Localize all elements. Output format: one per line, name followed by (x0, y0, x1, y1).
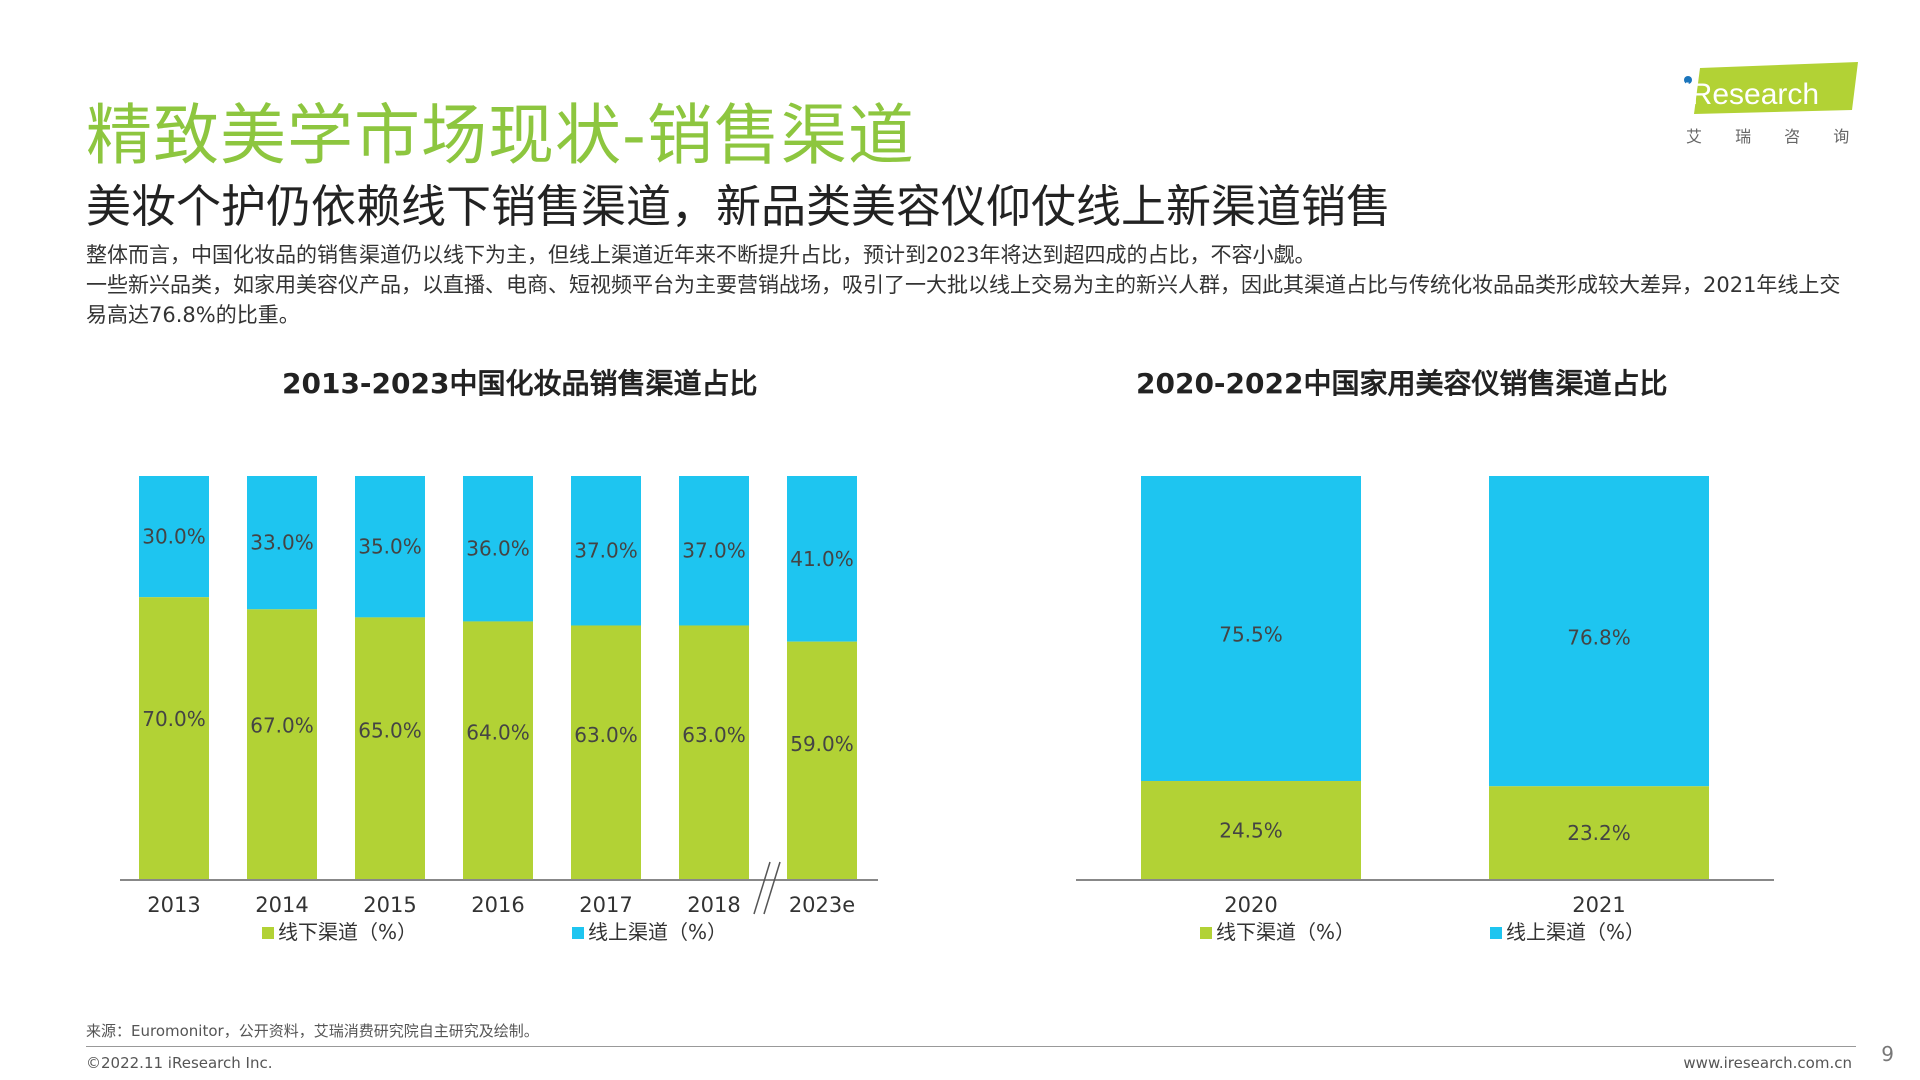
description-line-1: 整体而言，中国化妆品的销售渠道仍以线下为主，但线上渠道近年来不断提升占比，预计到… (86, 243, 1316, 267)
chart1-label-online-2018: 37.0% (682, 539, 746, 563)
chart1-legend-swatch-offline (262, 927, 274, 939)
chart1-tick-2023e: 2023e (789, 893, 855, 917)
logo-text: iResearch (1684, 78, 1819, 111)
chart1-legend-swatch-online (572, 927, 584, 939)
chart1-bar-online-2013 (139, 476, 209, 598)
page-subtitle: 美妆个护仍依赖线下销售渠道，新品类美容仪仰仗线上新渠道销售 (86, 180, 1392, 233)
page-title: 精致美学市场现状-销售渠道 (86, 97, 915, 174)
chart1-bar-offline-2016 (463, 621, 533, 880)
chart1-label-online-2016: 36.0% (466, 537, 530, 561)
chart1-bar-offline-2014 (247, 609, 317, 880)
chart1-label-online-2015: 35.0% (358, 535, 422, 559)
iresearch-logo: iResearch 艾 瑞 咨 询 (1684, 62, 1860, 146)
chart1-bar-online-2017 (571, 476, 641, 626)
chart2-legend-online: 线上渠道（%） (1506, 920, 1645, 944)
description: 整体而言，中国化妆品的销售渠道仍以线下为主，但线上渠道近年来不断提升占比，预计到… (86, 240, 1856, 330)
chart1-title: 2013-2023中国化妆品销售渠道占比 (282, 367, 758, 400)
chart2-legend-offline: 线下渠道（%） (1216, 920, 1355, 944)
chart1-label-offline-2014: 67.0% (250, 714, 314, 738)
chart1-label-online-2013: 30.0% (142, 525, 206, 549)
chart1-tick-2018: 2018 (687, 893, 740, 917)
page-number: 9 (1881, 1042, 1894, 1066)
chart1-bar-offline-2023e (787, 641, 857, 880)
chart1-legend-online: 线上渠道（%） (588, 920, 727, 944)
chart1-bar-online-2016 (463, 476, 533, 622)
chart1-tick-2016: 2016 (471, 893, 524, 917)
chart1-bar-online-2015 (355, 476, 425, 618)
chart1-tick-2015: 2015 (363, 893, 416, 917)
chart1-bar-offline-2017 (571, 625, 641, 880)
chart1-label-offline-2017: 63.0% (574, 723, 638, 747)
chart1-label-online-2017: 37.0% (574, 539, 638, 563)
chart2-legend-swatch-online (1490, 927, 1502, 939)
chart2-label-offline-2020: 24.5% (1219, 819, 1283, 843)
charts-canvas: 30.0% 70.0% 2013 33.0% 67.0% 2014 35.0% 65.0% 20… (120, 476, 1774, 944)
chart1-label-offline-2016: 64.0% (466, 721, 530, 745)
chart2-label-offline-2021: 23.2% (1567, 821, 1631, 845)
chart2-bar-offline-2021 (1489, 786, 1709, 880)
chart1-label-offline-2023e: 59.0% (790, 732, 854, 756)
logo-cn: 艾 瑞 咨 询 (1686, 127, 1860, 146)
source-note: 来源：Euromonitor，公开资料，艾瑞消费研究院自主研究及绘制。 (86, 1022, 539, 1040)
chart2-tick-2021: 2021 (1572, 893, 1625, 917)
chart2-label-online-2021: 76.8% (1567, 625, 1631, 649)
footer-divider (86, 1046, 1856, 1047)
chart1-axis-break-1 (753, 861, 771, 915)
chart1-bar-online-2014 (247, 476, 317, 610)
chart1-axis-break-2 (763, 861, 781, 915)
copyright: ©2022.11 iResearch Inc. (86, 1054, 273, 1072)
chart2-label-online-2020: 75.5% (1219, 623, 1283, 647)
chart1-label-online-2023e: 41.0% (790, 547, 854, 571)
chart1-legend-offline: 线下渠道（%） (278, 920, 417, 944)
chart1-label-offline-2018: 63.0% (682, 723, 746, 747)
chart2-tick-2020: 2020 (1224, 893, 1277, 917)
chart1-label-offline-2015: 65.0% (358, 718, 422, 742)
chart1-label-offline-2013: 70.0% (142, 707, 206, 731)
chart1-bar-online-2018 (679, 476, 749, 626)
chart2-bar-offline-2020 (1141, 781, 1361, 880)
chart1-bar-online-2023e (787, 476, 857, 642)
chart1-label-online-2014: 33.0% (250, 531, 314, 555)
website: www.iresearch.com.cn (1683, 1054, 1852, 1072)
chart2-bar-online-2020 (1141, 476, 1361, 782)
chart1-tick-2017: 2017 (579, 893, 632, 917)
chart1-bar-offline-2015 (355, 617, 425, 880)
chart1-tick-2013: 2013 (147, 893, 200, 917)
chart1-bar-offline-2013 (139, 597, 209, 880)
chart2-bar-online-2021 (1489, 476, 1709, 787)
chart2-title: 2020-2022中国家用美容仪销售渠道占比 (1136, 367, 1668, 400)
chart2-legend-swatch-offline (1200, 927, 1212, 939)
chart1-bar-offline-2018 (679, 625, 749, 880)
description-line-2: 一些新兴品类，如家用美容仪产品，以直播、电商、短视频平台为主要营销战场，吸引了一… (86, 273, 1841, 327)
chart1-tick-2014: 2014 (255, 893, 308, 917)
